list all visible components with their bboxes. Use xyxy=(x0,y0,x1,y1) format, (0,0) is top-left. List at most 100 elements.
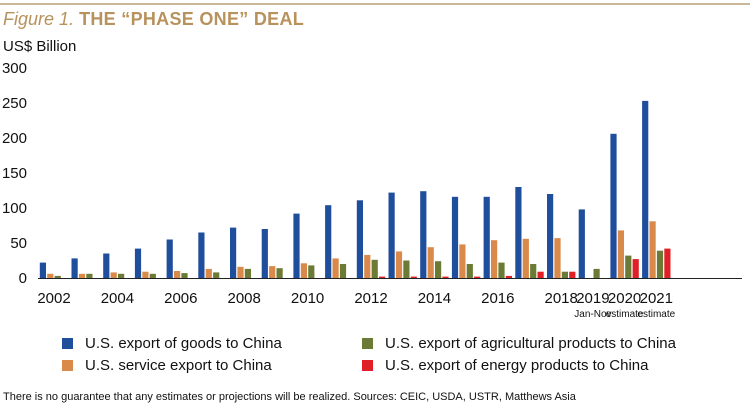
bar-2006-series-2 xyxy=(174,271,181,278)
legend-item: U.S. export of agricultural products to … xyxy=(362,335,676,352)
bar-2021-series-4 xyxy=(664,248,671,278)
x-tick-label: 2004 xyxy=(101,290,134,307)
bar-2012-series-2 xyxy=(364,254,371,278)
bar-2020-series-1 xyxy=(610,133,617,278)
bar-2017-series-2 xyxy=(522,238,529,278)
bar-2014-series-2 xyxy=(427,247,434,278)
bar-2018-series-1 xyxy=(547,194,554,278)
x-tick-label: 2020 xyxy=(608,290,641,307)
bar-2017-series-3 xyxy=(530,264,537,278)
bar-2007-series-1 xyxy=(198,232,205,278)
bar-2011-series-1 xyxy=(325,205,332,278)
bar-2020-series-3 xyxy=(625,255,632,278)
bar-2016-series-2 xyxy=(491,240,498,278)
bar-2003-series-2 xyxy=(78,273,86,278)
y-tick-label: 50 xyxy=(10,235,27,252)
bar-2016-series-4 xyxy=(505,275,512,278)
bar-2015-series-4 xyxy=(474,276,481,278)
bar-2019-series-3 xyxy=(593,268,600,278)
bar-2017-series-1 xyxy=(515,187,522,278)
x-tick-sublabel: estimate xyxy=(637,309,675,320)
bar-2008-series-2 xyxy=(237,266,244,278)
legend-item: U.S. export of energy products to China xyxy=(362,357,648,374)
y-tick-label: 0 xyxy=(19,270,27,287)
bar-2017-series-4 xyxy=(537,271,544,278)
bar-2008-series-1 xyxy=(230,227,237,278)
bar-2013-series-2 xyxy=(395,251,403,278)
bar-2002-series-1 xyxy=(39,262,46,278)
bar-2006-series-1 xyxy=(166,239,173,278)
x-tick-sublabel: estimate xyxy=(606,309,644,320)
bar-2005-series-2 xyxy=(142,271,149,278)
x-tick-sublabel: Jan-Nov xyxy=(574,309,611,320)
legend-swatch xyxy=(62,360,73,371)
bar-2013-series-3 xyxy=(403,260,410,278)
bar-2021-series-3 xyxy=(656,250,664,278)
y-tick-label: 250 xyxy=(2,95,27,112)
figure-label: Figure 1. xyxy=(3,9,75,29)
x-tick-label: 2021 xyxy=(640,290,673,307)
bar-2013-series-4 xyxy=(410,276,417,278)
bar-2019-series-1 xyxy=(578,209,585,278)
bar-2015-series-1 xyxy=(451,196,459,278)
y-tick-label: 300 xyxy=(2,60,27,77)
bar-2005-series-1 xyxy=(134,248,142,278)
bar-2009-series-3 xyxy=(276,268,283,278)
x-tick-label: 2019 xyxy=(576,290,609,307)
x-tick-label: 2010 xyxy=(291,290,324,307)
bar-2010-series-2 xyxy=(300,263,307,278)
x-tick-label: 2006 xyxy=(164,290,197,307)
bar-2018-series-3 xyxy=(561,271,568,278)
bar-2008-series-3 xyxy=(244,268,251,278)
x-tick-label: 2016 xyxy=(481,290,514,307)
legend-label: U.S. export of energy products to China xyxy=(385,357,649,374)
bar-2004-series-3 xyxy=(118,273,125,278)
x-tick-label: 2014 xyxy=(418,290,451,307)
bar-2015-series-3 xyxy=(466,264,473,278)
bar-2006-series-3 xyxy=(181,273,188,278)
bar-2012-series-4 xyxy=(379,276,386,278)
legend-item: U.S. export of goods to China xyxy=(62,335,282,352)
bar-2014-series-1 xyxy=(420,191,427,278)
chart-title: THE “PHASE ONE” DEAL xyxy=(79,9,305,29)
bar-2011-series-3 xyxy=(339,264,347,278)
legend-swatch xyxy=(362,338,373,349)
bar-2010-series-1 xyxy=(293,213,300,278)
legend-label: U.S. export of agricultural products to … xyxy=(385,335,676,352)
bar-2021-series-2 xyxy=(649,221,656,278)
bar-2021-series-1 xyxy=(642,100,649,279)
bar-2016-series-3 xyxy=(498,262,505,278)
bar-2009-series-1 xyxy=(261,229,268,278)
legend-swatch xyxy=(362,360,373,371)
x-tick-label: 2002 xyxy=(37,290,70,307)
x-tick-label: 2012 xyxy=(354,290,387,307)
bar-chart: 0 50 100 150 200 250 300 2002 2004 2006 2008 2010 20… xyxy=(2,60,742,320)
top-rule xyxy=(0,3,750,5)
bar-2003-series-1 xyxy=(71,258,78,278)
bar-2009-series-2 xyxy=(269,266,276,278)
bar-2007-series-2 xyxy=(205,268,212,278)
footnote: There is no guarantee that any estimates… xyxy=(3,391,576,403)
bar-2020-series-2 xyxy=(617,230,624,278)
y-axis-unit-label: US$ Billion xyxy=(3,38,77,55)
bar-2012-series-1 xyxy=(356,200,363,278)
bar-2016-series-1 xyxy=(483,196,490,278)
legend-item: U.S. service export to China xyxy=(62,357,272,374)
bar-2012-series-3 xyxy=(371,259,378,278)
x-tick-label: 2018 xyxy=(545,290,578,307)
y-tick-label: 150 xyxy=(2,165,27,182)
bar-2014-series-4 xyxy=(442,276,449,278)
y-tick-label: 100 xyxy=(2,200,27,217)
bar-2018-series-2 xyxy=(554,238,561,278)
figure-title: Figure 1. THE “PHASE ONE” DEAL xyxy=(3,9,304,30)
bar-2007-series-3 xyxy=(213,272,220,278)
bar-2010-series-3 xyxy=(308,265,315,278)
bar-2005-series-3 xyxy=(149,273,156,278)
bar-2011-series-2 xyxy=(332,258,339,278)
legend-swatch xyxy=(62,338,73,349)
x-tick-label: 2008 xyxy=(228,290,261,307)
bar-2014-series-3 xyxy=(435,261,442,278)
bar-2004-series-2 xyxy=(110,272,117,278)
bar-2002-series-3 xyxy=(54,275,61,278)
bar-2004-series-1 xyxy=(103,253,110,278)
